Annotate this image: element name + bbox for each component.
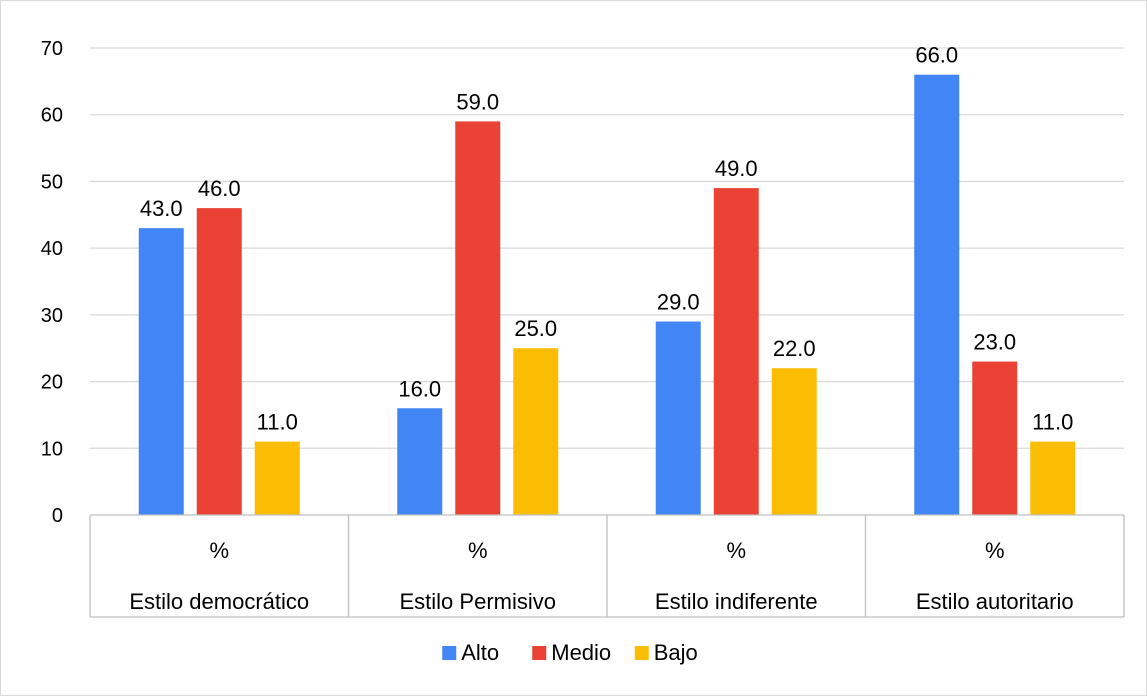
gridlines [90,47,1124,449]
y-tick-label: 30 [41,305,63,327]
legend-swatch-medio [532,646,547,660]
y-tick-label: 0 [52,505,63,527]
bar-alto [138,228,184,515]
bar-medio [196,208,242,515]
category-sublabel: % [726,538,746,563]
x-axis: % Estilo democrático% Estilo Permisivo% Est… [89,514,1125,618]
data-label: 43.0 [140,196,183,221]
legend-label-bajo: Bajo [654,640,698,665]
bar-bajo [513,348,559,515]
bar-bajo [771,368,817,515]
y-axis: 0 10 20 30 40 50 60 70 [41,38,63,527]
data-label: 11.0 [1032,410,1073,435]
bar-medio [972,361,1018,515]
y-tick-label: 20 [41,372,63,394]
data-label: 66.0 [915,43,958,68]
bars [138,74,1076,515]
data-labels: 43.0 46.0 11.0 16.0 59.0 25.0 29.0 49.0 22.0 66.0… [140,43,1074,435]
legend-label-alto: Alto [461,640,499,665]
category-label: Estilo Permisivo [400,589,556,614]
category-label: Estilo democrático [129,589,309,614]
bar-alto [655,321,701,515]
legend-swatch-alto [442,646,457,660]
y-tick-label: 10 [41,438,63,460]
data-label: 29.0 [657,290,700,315]
bar-bajo [1030,441,1076,515]
bar-alto [914,74,960,515]
bar-medio [455,121,501,515]
category-sublabel: % [468,538,488,563]
data-label: 11.0 [257,410,298,435]
bar-bajo [254,441,300,515]
category-sublabel: % [209,538,229,563]
data-label: 49.0 [715,156,758,181]
data-label: 46.0 [198,176,241,201]
y-tick-label: 40 [41,238,63,260]
data-label: 22.0 [773,336,816,361]
bar-medio [713,188,759,515]
y-tick-label: 60 [41,105,63,127]
data-label: 59.0 [456,89,499,114]
data-label: 25.0 [514,316,557,341]
y-tick-label: 50 [41,171,63,193]
legend: Alto Medio Bajo [442,640,698,665]
category-label: Estilo autoritario [916,589,1074,614]
bar-alto [397,408,443,515]
category-sublabel: % [985,538,1005,563]
data-label: 23.0 [973,330,1016,355]
legend-swatch-bajo [634,646,649,660]
y-tick-label: 70 [41,38,63,60]
data-label: 16.0 [398,376,441,401]
legend-label-medio: Medio [551,640,611,665]
category-label: Estilo indiferente [655,589,818,614]
